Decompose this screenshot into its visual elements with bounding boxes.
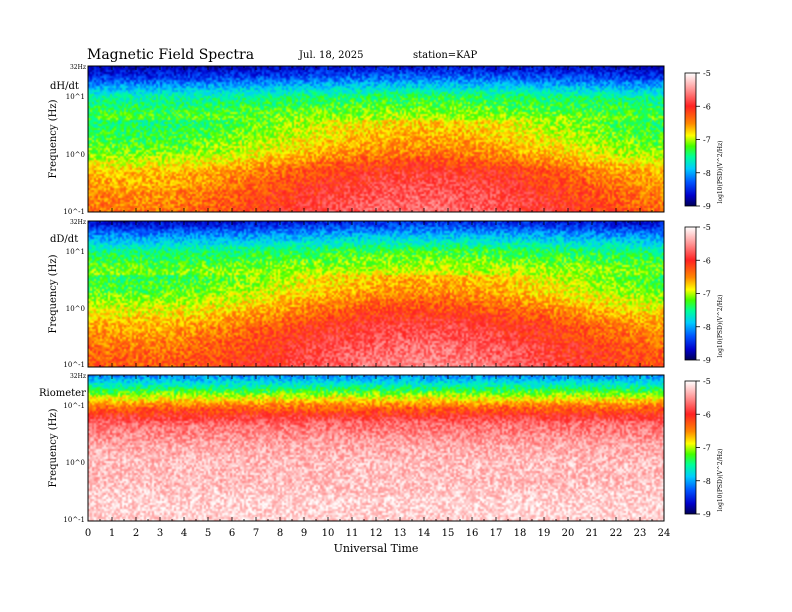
x-tick-label: 7 xyxy=(253,528,259,539)
panel-riometer: Riometer Frequency (Hz) 32Hz 10^-1 10^0 … xyxy=(39,373,724,524)
x-tick-label: 12 xyxy=(370,528,383,539)
colorbar-tick-label: -8 xyxy=(703,477,711,486)
x-tick-label: 10 xyxy=(322,528,335,539)
x-tick-label: 22 xyxy=(610,528,623,539)
colorbar-tick-label: -7 xyxy=(703,136,711,145)
x-tick-label: 13 xyxy=(394,528,407,539)
x-tick-label: 18 xyxy=(514,528,527,539)
x-tick-label: 6 xyxy=(229,528,235,539)
colorbar-label: log10(PSD)(V^2/Hz) xyxy=(717,449,724,512)
y-tick-0-1: 10^-1 xyxy=(63,208,85,216)
x-tick-label: 15 xyxy=(442,528,455,539)
colorbar-label: log10(PSD)(V^2/Hz) xyxy=(717,295,724,358)
colorbar-tick-label: -9 xyxy=(703,202,711,211)
x-tick-label: 9 xyxy=(301,528,307,539)
x-tick-labels: 0 1 2 3 4 5 6 7 8 9 10 11 12 13 14 15 16 17 18 19 20 21 22 23 24 xyxy=(85,528,671,539)
colorbar-tick-label: -9 xyxy=(703,356,711,365)
colorbar-tick-label: -9 xyxy=(703,510,711,519)
colorbar-tick-label: -5 xyxy=(703,223,711,232)
x-tick-label: 2 xyxy=(133,528,139,539)
colorbar-tick-label: -8 xyxy=(703,323,711,332)
x-tick-label: 8 xyxy=(277,528,283,539)
x-tick-label: 5 xyxy=(205,528,211,539)
x-tick-label: 23 xyxy=(634,528,647,539)
y-tick-10: 10^1 xyxy=(66,248,85,256)
colorbar-tick-label: -6 xyxy=(703,102,711,111)
y-tick-top: 32Hz xyxy=(70,219,86,226)
colorbar-tick-label: -5 xyxy=(703,377,711,386)
x-ticks xyxy=(87,221,665,367)
colorbar-ticks: -5 -6 -7 -8 -9 xyxy=(696,69,711,211)
colorbar-tick-label: -7 xyxy=(703,444,711,453)
colorbar-label: log10(PSD)(V^2/Hz) xyxy=(717,141,724,204)
panel-label-riometer: Riometer xyxy=(39,388,86,399)
panel-dhdt: dH/dt Frequency (Hz) 32Hz 10^1 10^0 10^-… xyxy=(48,64,724,216)
x-tick-label: 4 xyxy=(181,528,187,539)
colorbar-ticks: -5 -6 -7 -8 -9 xyxy=(696,223,711,365)
y-axis-label: Frequency (Hz) xyxy=(48,99,59,178)
x-tick-label: 1 xyxy=(109,528,115,539)
colorbar-dhdt xyxy=(684,72,697,207)
y-tick-1: 10^0 xyxy=(66,459,85,467)
panel-label-dhdt: dH/dt xyxy=(50,81,79,92)
x-tick-label: 11 xyxy=(346,528,359,539)
colorbar-tick-label: -6 xyxy=(703,256,711,265)
x-tick-label: 21 xyxy=(586,528,599,539)
y-tick-top: 32Hz xyxy=(70,373,86,380)
colorbar-riometer xyxy=(684,380,697,515)
x-ticks xyxy=(87,375,665,521)
y-tick-top: 32Hz xyxy=(70,64,86,71)
figure-title: Magnetic Field Spectra xyxy=(87,47,254,63)
x-tick-label: 0 xyxy=(85,528,91,539)
x-tick-label: 24 xyxy=(658,528,671,539)
colorbar-tick-label: -5 xyxy=(703,69,711,78)
heatmap-riometer xyxy=(88,375,664,521)
x-tick-label: 17 xyxy=(490,528,503,539)
colorbar-tick-label: -6 xyxy=(703,410,711,419)
colorbar-tick-label: -8 xyxy=(703,169,711,178)
x-ticks xyxy=(87,66,665,212)
panel-dddt: dD/dt Frequency (Hz) 32Hz 10^1 10^0 10^-… xyxy=(48,219,724,369)
x-tick-label: 14 xyxy=(418,528,431,539)
y-axis-label: Frequency (Hz) xyxy=(48,408,59,487)
x-tick-label: 20 xyxy=(562,528,575,539)
heatmap-dhdt xyxy=(88,66,664,212)
colorbar-dddt xyxy=(684,226,697,361)
y-tick-0-1: 10^-1 xyxy=(63,516,85,524)
x-tick-label: 3 xyxy=(157,528,163,539)
y-tick-1: 10^0 xyxy=(66,151,85,159)
figure-date: Jul. 18, 2025 xyxy=(298,50,364,61)
y-tick-0-1: 10^-1 xyxy=(63,361,85,369)
x-tick-label: 19 xyxy=(538,528,551,539)
x-axis-label: Universal Time xyxy=(334,542,419,555)
y-tick-1: 10^0 xyxy=(66,305,85,313)
x-tick-label: 16 xyxy=(466,528,479,539)
y-tick-10: 10^1 xyxy=(66,93,85,101)
colorbar-ticks: -5 -6 -7 -8 -9 xyxy=(696,377,711,519)
panel-label-dddt: dD/dt xyxy=(50,234,78,245)
y-axis-label: Frequency (Hz) xyxy=(48,254,59,333)
heatmap-dddt xyxy=(88,221,664,367)
y-tick-upper: 10^-1 xyxy=(63,402,85,410)
colorbar-tick-label: -7 xyxy=(703,290,711,299)
figure-station: station=KAP xyxy=(413,50,477,61)
